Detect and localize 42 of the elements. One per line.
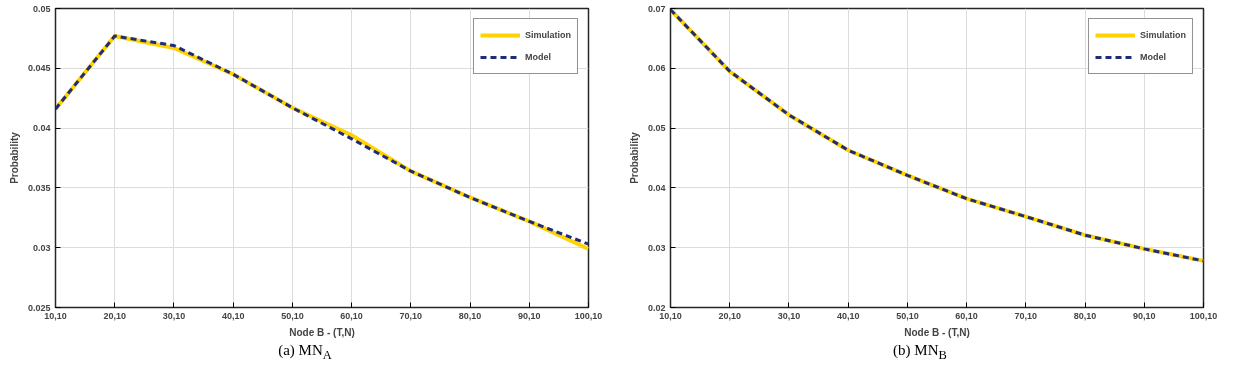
x-tick-label: 80,10 bbox=[1073, 310, 1097, 321]
x-tick-label: 60,10 bbox=[955, 310, 978, 321]
x-tick-label: 40,10 bbox=[836, 310, 860, 321]
x-tick-label: 70,10 bbox=[1014, 310, 1038, 321]
y-tick-label: 0.035 bbox=[27, 182, 51, 193]
y-tick-label: 0.045 bbox=[27, 63, 51, 74]
y-tick-label: 0.04 bbox=[647, 182, 666, 193]
x-tick-label: 30,10 bbox=[777, 310, 801, 321]
y-axis-title: Probability bbox=[8, 131, 20, 184]
x-tick-label: 20,10 bbox=[718, 310, 741, 321]
y-tick-label: 0.025 bbox=[27, 302, 51, 313]
x-tick-label: 60,10 bbox=[340, 310, 363, 321]
y-tick-label: 0.03 bbox=[32, 242, 51, 253]
legend-label: Model bbox=[524, 52, 551, 62]
x-tick-label: 100,10 bbox=[1189, 310, 1218, 321]
x-tick-label: 40,10 bbox=[221, 310, 245, 321]
x-tick-label: 100,10 bbox=[574, 310, 603, 321]
text: (b) MN$_{B}$ bbox=[892, 341, 948, 364]
y-tick-label: 0.03 bbox=[647, 242, 666, 253]
x-axis-title: Node B - (T,N) bbox=[289, 326, 355, 338]
legend-label: Model bbox=[1139, 52, 1166, 62]
legend-label: Simulation bbox=[524, 30, 571, 40]
y-tick-label: 0.06 bbox=[647, 63, 666, 74]
x-tick-label: 90,10 bbox=[518, 310, 541, 321]
y-tick-label: 0.05 bbox=[647, 123, 666, 134]
x-tick-label: 80,10 bbox=[458, 310, 482, 321]
x-tick-label: 20,10 bbox=[103, 310, 126, 321]
x-tick-label: 70,10 bbox=[399, 310, 423, 321]
x-tick-label: 50,10 bbox=[281, 310, 304, 321]
legend-label: Simulation bbox=[1139, 30, 1186, 40]
text: (a) MN$_{A}$ bbox=[277, 341, 333, 364]
y-axis-title: Probability bbox=[628, 131, 640, 184]
y-tick-label: 0.02 bbox=[647, 302, 666, 313]
x-tick-label: 30,10 bbox=[162, 310, 186, 321]
y-tick-label: 0.05 bbox=[32, 3, 51, 14]
x-tick-label: 50,10 bbox=[896, 310, 919, 321]
x-tick-label: 10,10 bbox=[659, 310, 682, 321]
x-tick-label: 10,10 bbox=[44, 310, 67, 321]
x-axis-title: Node B - (T,N) bbox=[904, 326, 970, 338]
y-tick-label: 0.04 bbox=[32, 123, 51, 134]
y-tick-label: 0.07 bbox=[647, 3, 666, 14]
x-tick-label: 90,10 bbox=[1133, 310, 1156, 321]
